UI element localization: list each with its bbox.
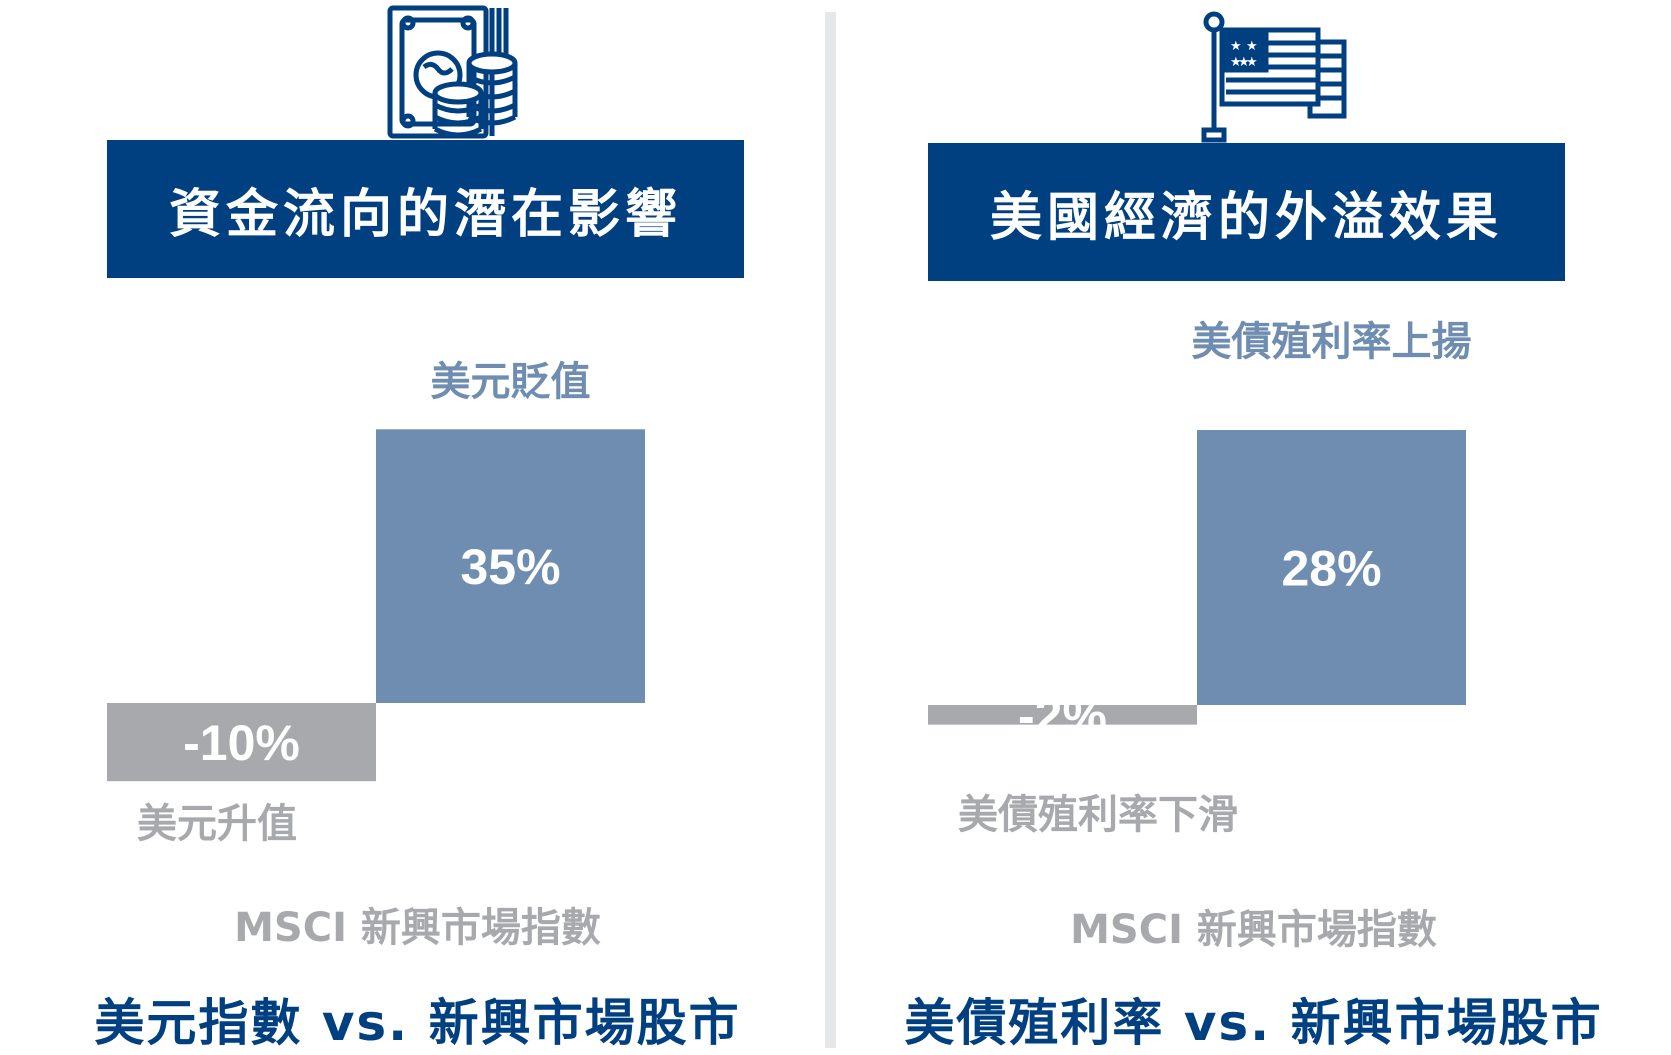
category-label: 美元貶值 [431,359,591,405]
bar-chart: -2% 美債殖利率下滑 28% 美債殖利率上揚 [928,319,1472,838]
bar-positive [1197,430,1466,705]
bar-value-label: -2% [1018,688,1107,744]
right-panel: ★ ★ ★ ★ ★ 美國經濟的外溢效果 -2% 美債殖利率下滑 28% 美債殖利率上揚… [836,0,1671,1052]
us-flag-icon: ★ ★ ★ ★ ★ [1201,11,1347,143]
bar-value-label: 35% [460,539,560,595]
bar-positive [376,429,645,703]
svg-text:★: ★ [1246,55,1258,70]
bar-value-label: 28% [1281,541,1381,597]
bar-negative [928,705,1197,725]
chart-note: MSCI 新興市場指數 [1070,907,1437,953]
bar-value-label: -10% [183,715,300,771]
panel-footer: 美債殖利率 vs. 新興市場股市 [904,994,1603,1052]
svg-text:★: ★ [1230,55,1242,70]
svg-text:★: ★ [1230,39,1242,54]
chart-note: MSCI 新興市場指數 [234,905,601,951]
bar-chart: -10% 美元升值 35% 美元貶值 [107,359,645,847]
svg-text:★: ★ [1246,39,1258,54]
left-panel: 資金流向的潛在影響 -10% 美元升值 35% 美元貶值 MSCI 新興市場指數 美元… [0,0,835,1052]
category-label: 美元升值 [137,801,297,847]
panel-title: 美國經濟的外溢效果 [928,143,1565,281]
panel-footer: 美元指數 vs. 新興市場股市 [94,994,741,1052]
bar-negative [107,703,376,782]
money-coins-icon [387,5,518,139]
panel-divider [825,12,836,1048]
panel-title: 資金流向的潛在影響 [107,140,744,278]
category-label: 美債殖利率上揚 [1192,319,1472,365]
svg-text:★: ★ [1238,55,1250,70]
category-label: 美債殖利率下滑 [958,792,1238,838]
